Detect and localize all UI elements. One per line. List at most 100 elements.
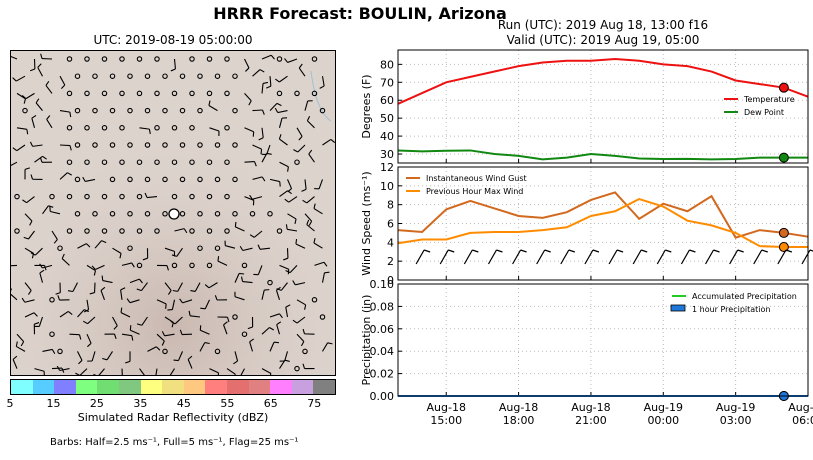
- colorbar-swatch: [248, 380, 271, 394]
- calm-wind-marker: [241, 262, 248, 269]
- wind-barb: [121, 333, 134, 341]
- calm-wind-marker: [136, 193, 143, 200]
- wind-barb: [167, 299, 176, 311]
- calm-wind-marker: [14, 228, 20, 234]
- hourly-wind-barb: [753, 249, 768, 265]
- calm-wind-marker: [74, 176, 81, 183]
- wind-barb: [285, 224, 298, 232]
- calm-wind-marker: [171, 193, 178, 200]
- wind-barb-map: [11, 51, 335, 375]
- wind-barb: [12, 75, 26, 82]
- wind-barb: [82, 316, 96, 325]
- wind-barb: [29, 141, 43, 147]
- wind-barb: [234, 291, 245, 301]
- wind-barb: [69, 333, 82, 340]
- wind-barb: [179, 298, 193, 304]
- wind-barb: [252, 176, 266, 182]
- wind-barb: [214, 295, 228, 301]
- calm-wind-marker: [171, 90, 178, 97]
- wind-barb: [61, 253, 70, 266]
- calm-wind-marker: [66, 125, 73, 131]
- colorbar-tick-label: 65: [263, 397, 278, 410]
- wind-barb: [304, 100, 313, 111]
- calm-wind-marker: [127, 211, 133, 217]
- wind-barb: [252, 109, 265, 115]
- calm-wind-marker: [224, 90, 230, 97]
- calm-wind-marker: [249, 211, 256, 217]
- colorbar-tick-label: 5: [6, 397, 14, 410]
- valid-time-marker: [778, 82, 789, 93]
- x-tick-label: 15:00: [430, 414, 462, 427]
- wind-barb: [11, 161, 18, 167]
- wind-barb: [188, 310, 201, 318]
- hourly-wind-barb: [777, 249, 793, 265]
- y-tick-label: 10: [380, 180, 394, 193]
- colorbar-swatch: [291, 380, 314, 394]
- wind-barb: [258, 127, 264, 141]
- x-tick-label: 18:00: [503, 414, 535, 427]
- chart-panel-1: 30 40 50 60 70 80 Degrees (F) Temperature Dew Po…: [360, 49, 809, 164]
- wind-barb: [266, 76, 272, 89]
- wind-barb: [292, 280, 306, 286]
- y-tick-label: 0.04: [370, 345, 395, 358]
- calm-wind-marker: [119, 90, 125, 97]
- valid-time-marker: [778, 152, 789, 163]
- wind-barb: [12, 144, 26, 152]
- wind-barb: [104, 333, 117, 340]
- calm-wind-marker: [232, 73, 238, 79]
- wind-barb: [296, 127, 303, 141]
- calm-wind-marker: [232, 107, 238, 114]
- wind-barb: [276, 282, 288, 291]
- calm-wind-marker: [66, 90, 73, 97]
- colorbar-tick-label: 35: [133, 397, 148, 410]
- series-line: [397, 197, 808, 249]
- radar-reflectivity-map: [10, 50, 336, 376]
- calm-wind-marker: [214, 245, 221, 251]
- y-tick-label: 4: [387, 236, 394, 249]
- calm-wind-marker: [189, 228, 195, 234]
- wind-barb: [275, 286, 281, 300]
- wind-barb: [172, 282, 183, 292]
- wind-barb: [94, 240, 107, 249]
- calm-wind-marker: [92, 142, 98, 148]
- calm-wind-marker: [84, 228, 90, 234]
- hourly-wind-barb: [801, 249, 813, 265]
- river-line: [310, 70, 332, 122]
- calm-wind-marker: [154, 159, 160, 165]
- wind-barb: [77, 351, 83, 365]
- calm-wind-marker: [197, 73, 203, 79]
- wind-barb: [261, 368, 272, 375]
- wind-barb: [136, 282, 148, 292]
- wind-barb: [136, 316, 148, 326]
- calm-wind-marker: [74, 142, 81, 148]
- wind-barb: [285, 265, 298, 274]
- colorbar-swatch: [162, 380, 184, 394]
- wind-barb: [15, 341, 26, 352]
- calm-wind-marker: [224, 125, 230, 131]
- wind-barb: [224, 240, 236, 249]
- wind-barb: [59, 172, 73, 180]
- wind-barb: [234, 221, 245, 232]
- wind-barb: [244, 93, 252, 106]
- calm-wind-marker: [232, 211, 238, 217]
- wind-barb: [129, 278, 143, 284]
- calm-wind-marker: [206, 193, 213, 200]
- wind-barb: [269, 102, 282, 111]
- calm-wind-marker: [311, 297, 318, 303]
- wind-barb: [226, 368, 236, 375]
- wind-barb: [244, 58, 250, 72]
- calm-wind-marker: [197, 142, 203, 148]
- calm-wind-marker: [189, 90, 195, 97]
- wind-barb: [239, 245, 253, 252]
- calm-wind-marker: [136, 56, 143, 62]
- x-tick-label: Aug-18: [499, 401, 538, 414]
- wind-barb: [276, 321, 282, 335]
- wind-barb: [30, 174, 43, 180]
- wind-barb: [285, 304, 291, 318]
- calm-wind-marker: [57, 245, 63, 251]
- calm-wind-marker: [101, 159, 108, 165]
- calm-wind-marker: [276, 228, 283, 234]
- hourly-wind-barb: [536, 249, 551, 265]
- calm-wind-marker: [92, 73, 98, 79]
